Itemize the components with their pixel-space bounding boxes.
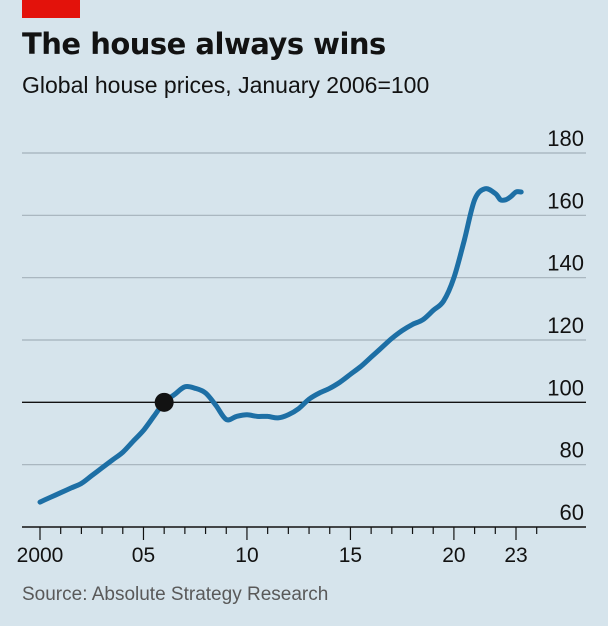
x-tick-label-2000: 2000: [17, 544, 64, 567]
x-axis-ticks: 2000 05 10 15 20 23: [17, 527, 538, 567]
index-base-marker: [154, 392, 174, 412]
y-tick-label-100: 100: [547, 375, 584, 400]
gridlines: [22, 152, 586, 466]
series-line-house-prices: [37, 186, 524, 505]
source-note: Source: Absolute Strategy Research: [22, 584, 329, 605]
x-tick-label-15: 15: [339, 544, 362, 567]
series-layer: [37, 186, 524, 505]
y-tick-label-80: 80: [560, 438, 584, 463]
y-tick-label-160: 160: [547, 188, 584, 213]
y-tick-label-120: 120: [547, 313, 584, 338]
x-tick-label-05: 05: [132, 544, 155, 567]
y-tick-label-180: 180: [547, 126, 584, 151]
x-tick-label-20: 20: [442, 544, 465, 567]
brand-tag: [22, 0, 80, 18]
chart-title: The house always wins: [22, 27, 386, 61]
x-tick-label-23: 23: [504, 544, 527, 567]
marker-layer: [154, 392, 174, 412]
chart-subtitle: Global house prices, January 2006=100: [22, 72, 430, 98]
y-tick-label-60: 60: [560, 500, 584, 525]
y-tick-label-140: 140: [547, 251, 584, 276]
x-tick-label-10: 10: [235, 544, 258, 567]
y-axis-ticks: 60 80 100 120 140 160 180: [547, 126, 584, 525]
